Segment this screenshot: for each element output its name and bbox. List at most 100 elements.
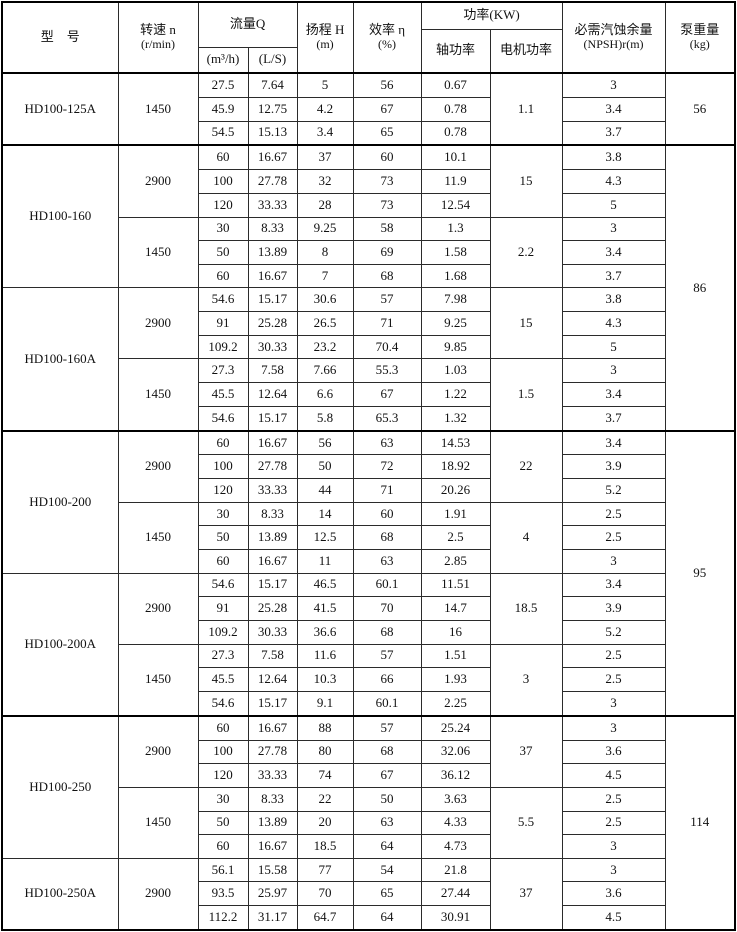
flow-m3h-cell: 112.2 — [197, 905, 249, 931]
npsh-cell: 3.9 — [561, 596, 666, 621]
flow-ls-cell: 13.89 — [247, 240, 298, 265]
flow-ls-cell: 33.33 — [247, 478, 298, 503]
flow-ls-cell: 12.64 — [247, 667, 298, 692]
head-cell: 22 — [296, 786, 354, 812]
flow-ls-cell: 16.67 — [247, 144, 298, 171]
table-row: 100 27.78 50 72 18.92 3.9 — [2, 454, 735, 480]
table-row: HD100-160A 2900 54.6 15.17 30.6 57 7.98 15 3.8 — [1, 287, 735, 432]
shaft-power-cell: 14.7 — [420, 596, 491, 621]
efficiency-cell: 65 — [352, 120, 422, 146]
npsh-cell: 4.5 — [561, 905, 666, 931]
speed-header: 转速 n (r/min) — [117, 1, 199, 74]
speed-cell: 2900 — [117, 714, 199, 788]
motor-power-cell: 5.5 — [489, 786, 563, 859]
flow-ls-header: (L/S) — [247, 46, 298, 74]
efficiency-cell: 67 — [352, 96, 422, 122]
shaft-power-cell: 9.25 — [420, 311, 491, 336]
flow-m3h-cell: 100 — [197, 454, 249, 480]
spec-table-header: 型 号 转速 n (r/min) 流量Q 扬程 H (m) 效率 η (%) 功… — [1, 1, 736, 74]
speed-cell: 2900 — [117, 429, 199, 503]
table-row: 1450 30 8.33 14 60 1.91 4 2.5 — [2, 501, 735, 574]
flow-m3h-cell: 60 — [197, 144, 249, 171]
head-cell: 26.5 — [296, 311, 354, 336]
speed-header-unit: (r/min) — [141, 37, 175, 52]
npsh-cell: 3 — [561, 548, 666, 574]
head-cell: 32 — [296, 169, 354, 194]
efficiency-cell: 68 — [352, 739, 422, 765]
header-row-2: 轴功率 电机功率 — [2, 28, 735, 74]
flow-ls-cell: 8.33 — [247, 786, 298, 812]
shaft-power-cell: 12.54 — [420, 192, 491, 218]
flow-m3h-cell: 30 — [197, 501, 249, 527]
head-header: 扬程 H (m) — [296, 1, 354, 74]
flow-m3h-cell: 56.1 — [197, 857, 249, 883]
model-cell: HD100-125A — [1, 71, 119, 146]
table-row: 60 16.67 7 68 1.68 3.7 — [2, 263, 735, 289]
flow-ls-cell: 8.33 — [247, 216, 298, 242]
table-row: 100 27.78 80 68 32.06 3.6 — [2, 739, 735, 765]
motor-power-cell: 15 — [489, 144, 563, 218]
weight-cell: 86 — [664, 144, 736, 432]
table-row: HD100-250A 2900 56.1 15.58 77 54 21.8 37 3 — [1, 857, 735, 931]
table-row: 120 33.33 74 67 36.12 4.5 — [2, 763, 735, 788]
shaft-power-cell: 11.51 — [420, 572, 491, 598]
shaft-power-cell: 1.51 — [420, 643, 491, 669]
npsh-header-unit: (NPSH)r(m) — [583, 37, 644, 52]
head-cell: 36.6 — [296, 619, 354, 645]
npsh-cell: 3.7 — [561, 263, 666, 289]
model-cell: HD100-200 — [1, 429, 119, 574]
flow-m3h-cell: 45.5 — [197, 667, 249, 692]
head-cell: 30.6 — [296, 287, 354, 313]
npsh-cell: 3.8 — [561, 287, 666, 313]
table-row: HD100-250 2900 60 16.67 88 57 25.24 37 3 114 — [1, 714, 736, 931]
table-row: 45.9 12.75 4.2 67 0.78 3.4 — [2, 96, 735, 122]
table-row: 60 16.67 11 63 2.85 3 — [2, 548, 735, 574]
flow-ls-cell: 7.58 — [247, 358, 298, 384]
head-cell: 11 — [296, 548, 354, 574]
table-row: 50 13.89 8 69 1.58 3.4 — [2, 240, 735, 265]
npsh-cell: 3 — [561, 690, 666, 717]
efficiency-cell: 63 — [352, 548, 422, 574]
efficiency-cell: 68 — [352, 263, 422, 289]
speed-cell: 2900 — [117, 287, 199, 360]
head-cell: 88 — [296, 714, 354, 741]
shaft-power-cell: 1.3 — [420, 216, 491, 242]
shaft-power-cell: 27.44 — [420, 881, 491, 907]
speed-cell: 2900 — [117, 144, 199, 218]
shaft-power-header: 轴功率 — [420, 28, 491, 74]
efficiency-cell: 60.1 — [352, 690, 422, 717]
npsh-cell: 3.6 — [561, 881, 666, 907]
efficiency-cell: 50 — [352, 786, 422, 812]
flow-ls-cell: 16.67 — [247, 263, 298, 289]
npsh-cell: 3.4 — [561, 572, 666, 598]
table-row: 1450 30 8.33 22 50 3.63 5.5 2.5 — [2, 786, 735, 859]
npsh-cell: 4.3 — [561, 169, 666, 194]
flow-ls-cell: 25.28 — [247, 596, 298, 621]
speed-cell: 1450 — [117, 358, 199, 432]
shaft-power-cell: 1.03 — [420, 358, 491, 384]
flow-ls-cell: 15.58 — [247, 857, 298, 883]
model-cell: HD100-200A — [1, 572, 119, 717]
motor-power-cell: 15 — [489, 287, 563, 360]
npsh-cell: 4.3 — [561, 311, 666, 336]
npsh-cell: 3 — [561, 358, 666, 384]
npsh-cell: 3 — [561, 714, 666, 741]
shaft-power-cell: 1.68 — [420, 263, 491, 289]
efficiency-cell: 71 — [352, 311, 422, 336]
npsh-cell: 5.2 — [561, 478, 666, 503]
efficiency-cell: 60 — [352, 144, 422, 171]
flow-m3h-cell: 30 — [197, 786, 249, 812]
table-row: 120 33.33 28 73 12.54 5 — [2, 192, 735, 218]
npsh-cell: 3 — [561, 834, 666, 859]
npsh-cell: 4.5 — [561, 763, 666, 788]
motor-power-header: 电机功率 — [489, 28, 563, 74]
npsh-cell: 2.5 — [561, 667, 666, 692]
flow-ls-cell: 15.17 — [247, 690, 298, 717]
head-cell: 7 — [296, 263, 354, 289]
speed-cell: 1450 — [117, 71, 199, 146]
weight-header-unit: (kg) — [689, 37, 710, 52]
table-row: 112.2 31.17 64.7 64 30.91 4.5 — [2, 905, 735, 931]
model-cell: HD100-160A — [1, 287, 119, 432]
flow-ls-cell: 27.78 — [247, 739, 298, 765]
head-cell: 10.3 — [296, 667, 354, 692]
